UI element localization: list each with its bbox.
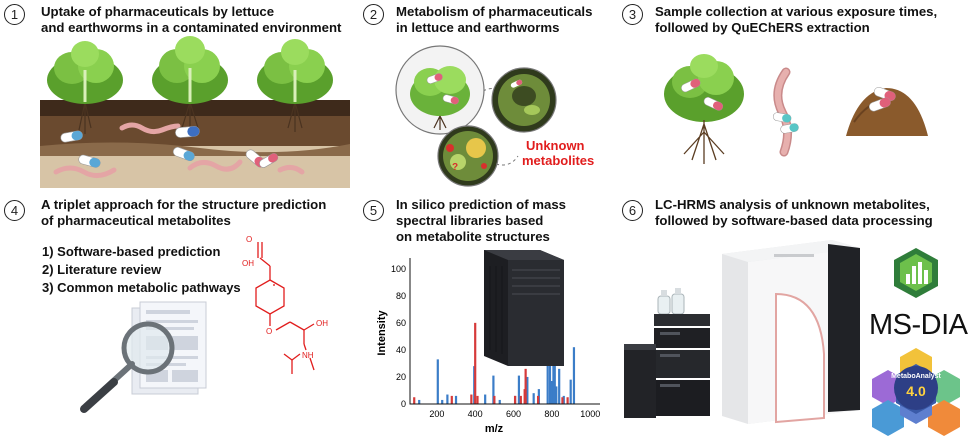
step-title: Uptake of pharmaceuticals by lettuce and…: [41, 4, 342, 35]
spectrum-peak: [532, 393, 535, 404]
step-title: Metabolism of pharmaceuticals in lettuce…: [396, 4, 593, 35]
lc-system-icon: [624, 314, 710, 418]
step-number: 5: [363, 200, 384, 221]
spectrum-peak: [436, 359, 439, 404]
lettuce-icon: [257, 39, 333, 104]
soil-scene-illustration: [40, 36, 350, 188]
spectrum-peak: [566, 397, 569, 404]
server-tower-icon: [484, 250, 564, 366]
step-title: A triplet approach for the structure pre…: [41, 197, 327, 228]
spectrum-peak: [418, 399, 421, 404]
spectrum-peak: [561, 397, 564, 404]
lettuce-icon: [152, 36, 228, 104]
spectrum-peak: [517, 375, 521, 404]
spectrum-peak: [474, 322, 477, 404]
spectrum-peak: [446, 394, 449, 404]
chart-axes: [409, 258, 600, 405]
spectrum-peak: [441, 399, 444, 404]
molecule-label: O: [266, 327, 272, 336]
step-title: In silico prediction of mass spectral li…: [396, 197, 567, 244]
earthworm-icon: [772, 67, 799, 157]
x-tick-label: 600: [506, 409, 521, 419]
molecule-label: OH: [242, 259, 254, 268]
y-tick-label: 100: [391, 264, 406, 274]
earthworm-icon: [53, 122, 305, 178]
lettuce-with-roots-icon: [664, 54, 744, 164]
step-number: 4: [4, 200, 25, 221]
lettuce-icon: [47, 41, 123, 104]
molecule-label: O: [246, 235, 252, 244]
spectrum-peak: [484, 394, 487, 404]
msdial-label: MS-DIAL: [869, 309, 968, 341]
spectrum-peak: [413, 397, 416, 404]
metabolism-illustration: ?: [395, 45, 557, 187]
soil-pile-icon: [846, 87, 928, 136]
step-number: 3: [622, 4, 643, 25]
spectrum-peak: [572, 347, 576, 404]
y-tick-label: 40: [396, 345, 406, 355]
y-tick-label: 20: [396, 372, 406, 382]
spectrum-peak: [524, 368, 527, 404]
molecule-label: NH: [302, 351, 314, 360]
spectrum-peak: [555, 386, 558, 404]
mass-spectrum-chart: 0 20 40 60 80 100 200 400 600 800 1000 m/z Intensi…: [376, 258, 600, 435]
spectrum-peak: [498, 399, 501, 404]
sampling-illustration: [664, 54, 928, 164]
y-tick-label: 80: [396, 291, 406, 301]
molecule-label: OH: [316, 319, 328, 328]
molecule-structure: O OH O OH NH: [242, 235, 328, 374]
step-number: 1: [4, 4, 25, 25]
metaboanalyst-label: MetaboAnalyst: [891, 373, 941, 380]
mass-spectrometer-icon: [722, 240, 860, 424]
spectrum-peak: [536, 395, 540, 404]
spectrum-peak: [470, 394, 473, 404]
spectrum-peak: [526, 376, 529, 404]
x-tick-label: 200: [429, 409, 444, 419]
spectrum-peak: [553, 341, 556, 404]
spectrum-peak: [519, 395, 522, 404]
spectrum-peak: [546, 352, 549, 404]
spectrum-peak: [548, 347, 552, 404]
y-tick-label: 0: [401, 399, 406, 409]
spectrum-peak: [513, 395, 517, 404]
document-magnifier-illustration: [80, 301, 207, 413]
spectrum-peak: [562, 395, 565, 404]
x-axis-label: m/z: [485, 423, 504, 435]
spectrum-peak: [550, 381, 553, 404]
lettuce-icon: [410, 66, 470, 130]
approach-item: 2) Literature review: [42, 262, 162, 277]
step-number: 6: [622, 200, 643, 221]
x-tick-label: 800: [544, 409, 559, 419]
approach-item: 3) Common metabolic pathways: [42, 280, 241, 295]
metaboanalyst-version: 4.0: [906, 383, 926, 399]
solvent-bottle-icon: [657, 288, 685, 315]
svg-text:?: ?: [452, 162, 458, 173]
spectrum-peak: [569, 379, 572, 404]
metaboanalyst-logo: MetaboAnalyst 4.0: [872, 348, 960, 436]
y-axis-label: Intensity: [376, 310, 388, 356]
step-title: LC-HRMS analysis of unknown metabolites,…: [655, 197, 933, 228]
pill-icon: [60, 126, 279, 168]
unknown-metabolites-label: Unknown metabolites: [522, 138, 595, 168]
y-tick-label: 60: [396, 318, 406, 328]
spectrum-peak: [493, 395, 496, 404]
spectrum-peak: [492, 375, 495, 404]
x-tick-label: 1000: [580, 409, 600, 419]
spectrum-peak: [558, 368, 561, 404]
spectrum-peak: [454, 395, 458, 404]
msdial-logo: [894, 248, 938, 298]
approach-list: 1) Software-based prediction 2) Literatu…: [42, 243, 241, 297]
magnifier-icon: [80, 321, 175, 413]
step-title: Sample collection at various exposure ti…: [655, 4, 938, 35]
spectrum-peak: [476, 395, 479, 404]
step-number: 2: [363, 4, 384, 25]
lc-hrms-instrument-illustration: [624, 240, 860, 424]
approach-item: 1) Software-based prediction: [42, 244, 221, 259]
spectrum-peak: [450, 395, 453, 404]
x-tick-label: 400: [468, 409, 483, 419]
